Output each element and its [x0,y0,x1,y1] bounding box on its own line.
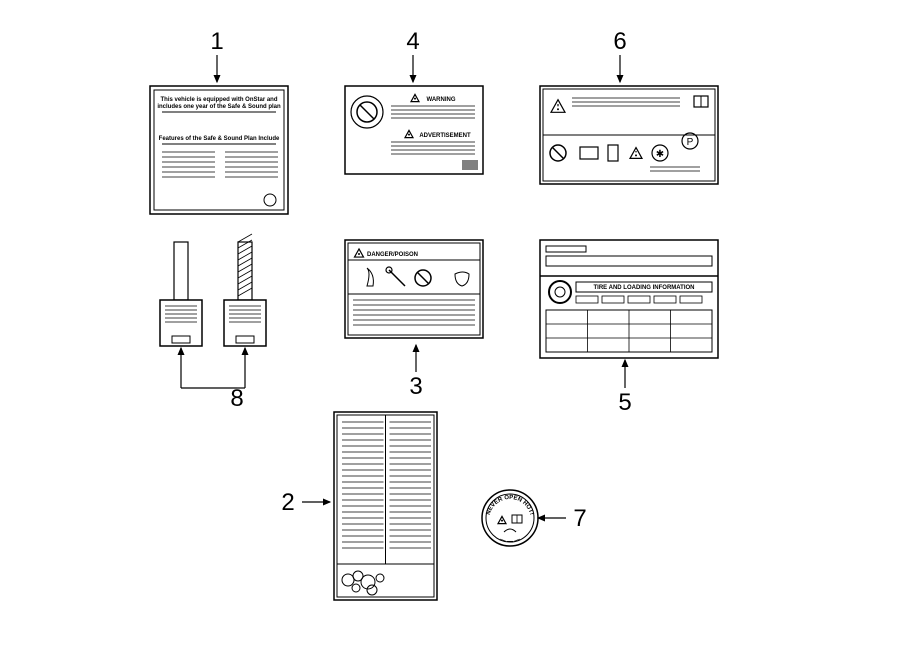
callout-6: 6 [613,28,626,82]
callout-3: 3 [409,345,422,400]
callout-1: 1 [210,28,223,82]
svg-text:WARNING: WARNING [427,97,456,103]
svg-text:7: 7 [573,505,586,532]
svg-text:5: 5 [618,389,631,416]
label-7: NEVER OPEN HOT!— — — [482,490,538,546]
svg-text:3: 3 [409,373,422,400]
callout-2: 2 [281,489,330,516]
svg-text:1: 1 [210,28,223,55]
svg-text:ADVERTISEMENT: ADVERTISEMENT [419,133,471,139]
svg-text:This vehicle is equipped with: This vehicle is equipped with OnStar and [160,97,277,103]
svg-text:Features of the Safe & Sound P: Features of the Safe & Sound Plan Includ… [159,136,280,142]
svg-text:includes one year of the Safe: includes one year of the Safe & Sound pl… [157,104,281,110]
svg-text:4: 4 [406,28,419,55]
svg-text:DANGER/POISON: DANGER/POISON [367,252,418,258]
callout-5: 5 [618,360,631,416]
svg-text:TIRE AND LOADING INFORMATION: TIRE AND LOADING INFORMATION [594,285,695,291]
callout-8: 8 [181,348,245,412]
callout-7: 7 [538,505,587,532]
svg-text:✱: ✱ [656,149,664,160]
label-6: ✱P [540,86,718,184]
callout-4: 4 [406,28,419,82]
label-2 [334,412,437,600]
label-5: TIRE AND LOADING INFORMATION [540,240,718,358]
svg-text:8: 8 [230,385,243,412]
label-3: DANGER/POISON [345,240,483,338]
label-8 [160,234,266,346]
svg-text:6: 6 [613,28,626,55]
svg-text:P: P [687,137,694,148]
svg-text:2: 2 [281,489,294,516]
label-1: This vehicle is equipped with OnStar and… [150,86,288,214]
label-4: WARNING ADVERTISEMENT [345,86,483,174]
diagram-canvas: This vehicle is equipped with OnStar and… [0,0,900,661]
